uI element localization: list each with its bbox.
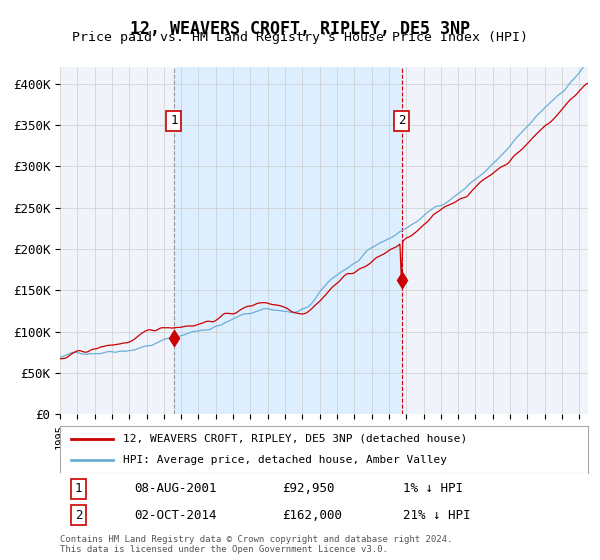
Text: 2: 2 (398, 114, 406, 128)
Text: 2: 2 (75, 508, 82, 522)
Text: 1: 1 (75, 482, 82, 496)
Text: 21% ↓ HPI: 21% ↓ HPI (403, 508, 471, 522)
Text: HPI: Average price, detached house, Amber Valley: HPI: Average price, detached house, Ambe… (124, 455, 448, 465)
Text: 02-OCT-2014: 02-OCT-2014 (134, 508, 217, 522)
Text: 12, WEAVERS CROFT, RIPLEY, DE5 3NP: 12, WEAVERS CROFT, RIPLEY, DE5 3NP (130, 20, 470, 38)
Text: Contains HM Land Registry data © Crown copyright and database right 2024.
This d: Contains HM Land Registry data © Crown c… (60, 535, 452, 554)
Text: 1: 1 (170, 114, 178, 128)
Text: 12, WEAVERS CROFT, RIPLEY, DE5 3NP (detached house): 12, WEAVERS CROFT, RIPLEY, DE5 3NP (deta… (124, 434, 467, 444)
Bar (174, 67, 402, 414)
Text: 1% ↓ HPI: 1% ↓ HPI (403, 482, 463, 496)
Text: 08-AUG-2001: 08-AUG-2001 (134, 482, 217, 496)
Text: £92,950: £92,950 (282, 482, 334, 496)
Text: Price paid vs. HM Land Registry's House Price Index (HPI): Price paid vs. HM Land Registry's House … (72, 31, 528, 44)
Text: £162,000: £162,000 (282, 508, 342, 522)
